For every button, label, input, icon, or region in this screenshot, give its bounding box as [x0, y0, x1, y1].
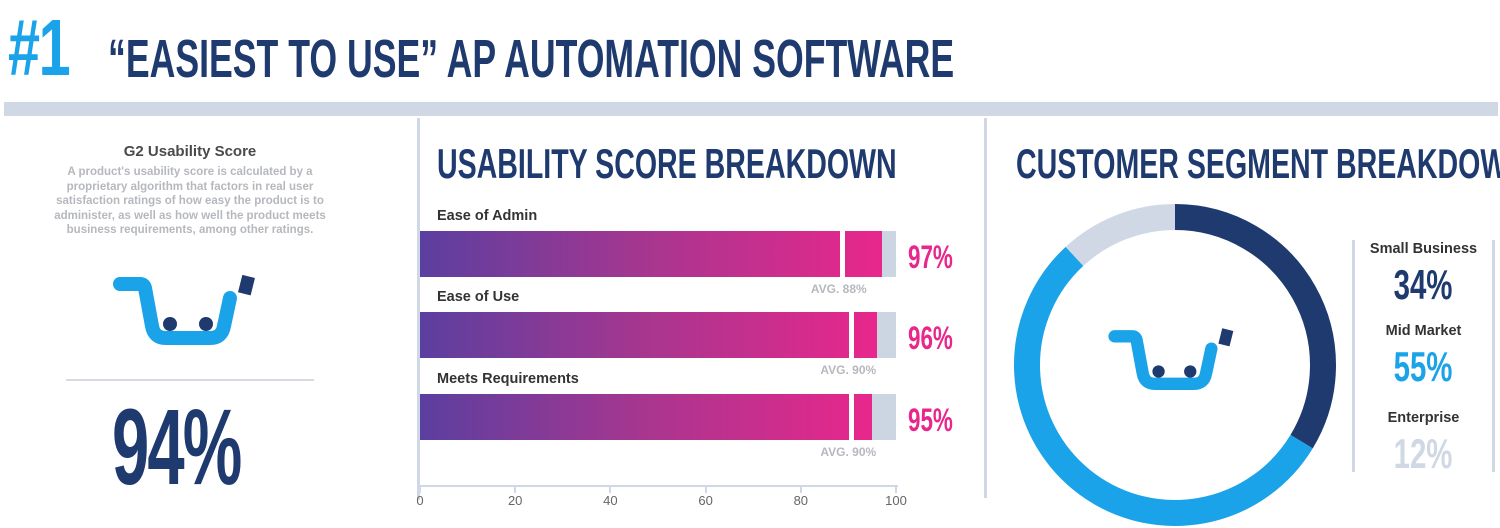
- donut-slice-small-business: [1174, 204, 1336, 449]
- segment-value: 55%: [1394, 343, 1453, 390]
- bar-score: [420, 231, 882, 277]
- donut-slice-mid-market: [1014, 246, 1313, 526]
- legend-divider-right: [1492, 240, 1495, 472]
- segment-label: Mid Market: [1385, 323, 1462, 339]
- usability-chart-title: USABILITY SCORE BREAKDOWN: [437, 140, 897, 187]
- panel-divider-right: [984, 118, 987, 498]
- segment-label: Enterprise: [1387, 410, 1460, 426]
- usability-score-title: G2 Usability Score: [123, 143, 257, 160]
- x-axis-tick-label: 100: [885, 493, 907, 508]
- bar-score-label: 95%: [908, 402, 953, 438]
- bar-average-label: AVG. 90%: [820, 445, 877, 459]
- bar-average-marker: [849, 312, 855, 358]
- bar-score-label: 96%: [908, 320, 953, 356]
- header-title: “EASIEST TO USE” AP AUTOMATION SOFTWARE: [108, 29, 955, 89]
- x-axis-tick: [609, 485, 612, 493]
- score-divider: [66, 379, 314, 381]
- bar-score: [420, 394, 873, 440]
- bar-category-label: Ease of Admin: [437, 208, 538, 224]
- bar-category-label: Ease of Use: [437, 289, 520, 305]
- bar-average-marker: [849, 394, 855, 440]
- x-axis-tick-label: 0: [416, 493, 424, 508]
- x-axis-tick: [799, 485, 802, 493]
- segment-value: 34%: [1394, 261, 1453, 308]
- bar-average-label: AVG. 90%: [820, 363, 877, 377]
- x-axis-tick: [704, 485, 707, 493]
- x-axis-tick: [895, 485, 897, 493]
- usability-score-description: A product's usability score is calculate…: [54, 166, 326, 237]
- x-axis-tick-label: 40: [603, 493, 618, 508]
- bar-category-label: Meets Requirements: [437, 371, 579, 387]
- x-axis-tick: [419, 485, 421, 493]
- segment-donut-chart: [1014, 204, 1336, 526]
- legend-divider-left: [1352, 240, 1355, 472]
- shopping-basket-icon: [113, 274, 255, 345]
- x-axis-tick-label: 20: [507, 493, 523, 508]
- bar-score: [420, 312, 877, 358]
- usability-score-value: 94%: [112, 386, 242, 507]
- x-axis-line: [420, 485, 898, 487]
- bar-average-label: AVG. 88%: [810, 282, 867, 296]
- header-rank: #1: [8, 3, 71, 92]
- x-axis-tick-label: 60: [698, 493, 713, 508]
- header-divider: [4, 102, 1498, 116]
- shopping-basket-icon: [1108, 328, 1234, 390]
- segment-chart-title: CUSTOMER SEGMENT BREAKDOWN: [1016, 140, 1500, 187]
- bar-score-label: 97%: [908, 239, 953, 275]
- segment-value: 12%: [1394, 430, 1453, 477]
- segment-label: Small Business: [1369, 241, 1478, 257]
- panel-divider-left: [417, 118, 420, 500]
- bar-average-marker: [839, 231, 845, 277]
- x-axis-tick-label: 80: [793, 493, 809, 508]
- x-axis-tick: [514, 485, 517, 493]
- donut-slice-enterprise: [1065, 204, 1176, 267]
